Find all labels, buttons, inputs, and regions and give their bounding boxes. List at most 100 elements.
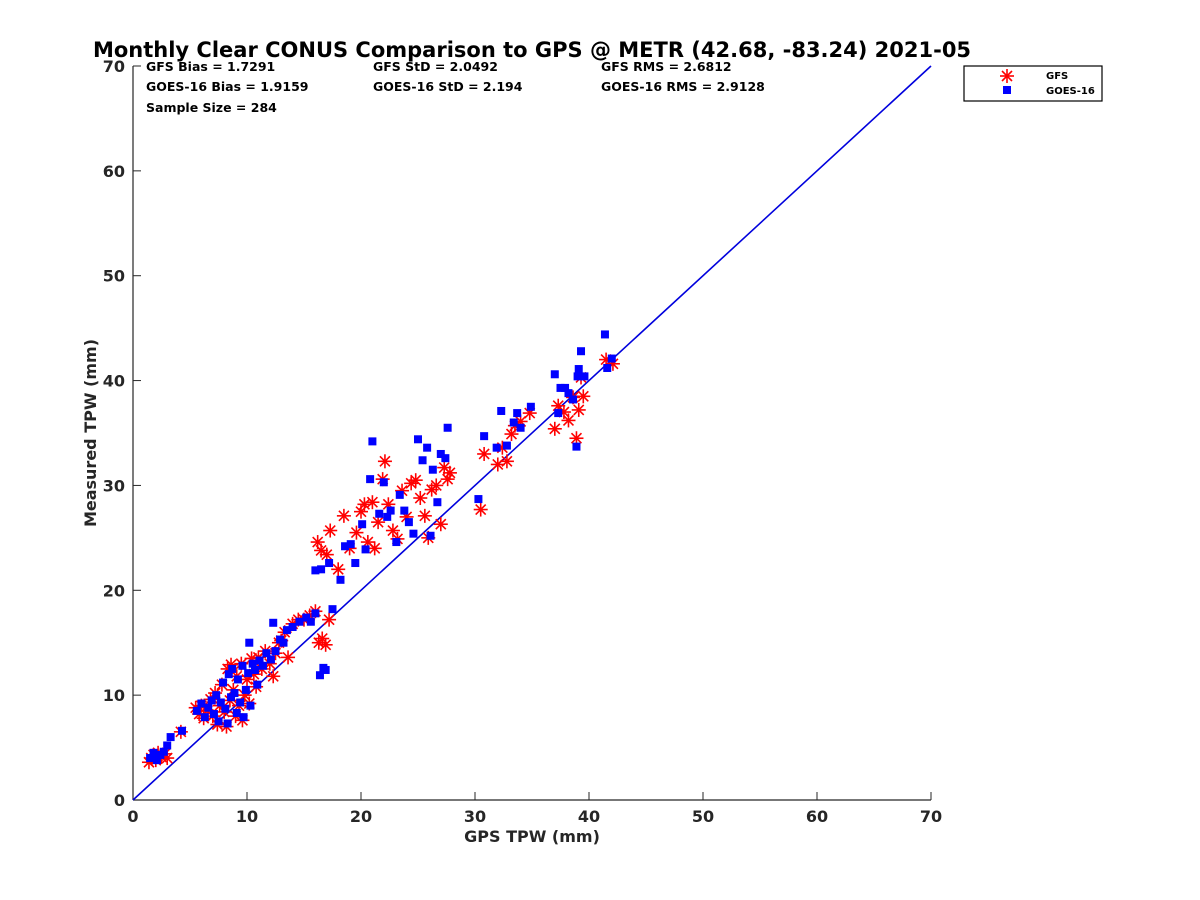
- goes-16-point: [573, 372, 582, 381]
- stat-text: Sample Size = 284: [146, 100, 277, 115]
- goes-16-point: [554, 409, 563, 418]
- gfs-point: [377, 453, 393, 470]
- gfs-point: [330, 561, 347, 578]
- goes-16-point: [404, 518, 413, 527]
- goes-16-point: [241, 685, 250, 694]
- goes-16-point: [197, 699, 206, 708]
- legend-box: [963, 65, 1103, 102]
- goes-16-point: [221, 704, 230, 713]
- goes-16-point: [239, 713, 248, 722]
- gfs-point: [575, 388, 592, 405]
- goes-16-point: [513, 409, 522, 418]
- goes-16-point: [315, 671, 324, 680]
- goes-16-point: [426, 531, 435, 540]
- goes-16-point: [269, 618, 278, 627]
- chart-title: Monthly Clear CONUS Comparison to GPS @ …: [93, 38, 971, 62]
- legend-goes-16-label: GOES-16: [1046, 86, 1095, 97]
- goes-16-point: [436, 449, 445, 458]
- gfs-point: [366, 540, 383, 557]
- gfs-point: [472, 501, 489, 518]
- goes-16-point: [228, 664, 237, 673]
- x-tick-label: 0: [127, 807, 138, 826]
- stat-text: GFS RMS = 2.6812: [601, 59, 732, 74]
- gfs-point: [280, 649, 296, 666]
- goes-16-point: [262, 649, 271, 658]
- goes-16-point: [361, 545, 370, 554]
- goes-16-point: [149, 748, 158, 757]
- goes-16-point: [317, 565, 326, 574]
- goes-16-point: [509, 418, 518, 427]
- goes-16-point: [219, 678, 228, 687]
- goes-16-point: [246, 701, 255, 710]
- goes-16-point: [428, 465, 437, 474]
- goes-16-point: [230, 689, 239, 698]
- goes-16-point: [311, 609, 320, 618]
- goes-16-point: [474, 495, 483, 504]
- gfs-point: [432, 516, 449, 533]
- goes-16-point: [561, 383, 570, 392]
- goes-16-point: [400, 506, 409, 515]
- gfs-point: [560, 412, 577, 429]
- y-tick-label: 60: [103, 162, 125, 181]
- stat-text: GFS StD = 2.0492: [373, 59, 498, 74]
- goes-16-point: [311, 566, 320, 575]
- x-tick-label: 70: [920, 807, 942, 826]
- goes-16-point: [577, 347, 586, 356]
- y-tick-label: 0: [114, 791, 125, 810]
- goes-16-point: [232, 708, 241, 717]
- y-tick-label: 30: [103, 476, 125, 495]
- goes-16-point: [248, 659, 257, 668]
- goes-16-point: [258, 661, 267, 670]
- gfs-point: [321, 611, 337, 628]
- goes-16-point: [497, 406, 506, 415]
- goes-16-point: [379, 478, 388, 487]
- x-tick-label: 10: [236, 807, 258, 826]
- goes-16-point: [321, 665, 330, 674]
- goes-16-point: [236, 698, 245, 707]
- x-tick-label: 50: [692, 807, 714, 826]
- gfs-point: [317, 637, 334, 653]
- goes-16-point: [302, 613, 311, 622]
- goes-16-point: [386, 506, 395, 515]
- goes-16-point: [209, 710, 218, 719]
- x-tick-label: 20: [350, 807, 372, 826]
- goes-16-point: [572, 442, 581, 451]
- legend: GFS GOES-16: [963, 65, 1103, 102]
- goes-16-point: [556, 383, 565, 392]
- goes-16-point: [580, 372, 589, 381]
- gfs-point: [412, 490, 429, 506]
- goes-16-point: [250, 665, 259, 674]
- gfs-point: [570, 402, 587, 418]
- goes-16-point: [224, 670, 233, 679]
- goes-16-point: [192, 706, 201, 715]
- goes-16-point: [245, 638, 254, 647]
- goes-16-point: [212, 691, 221, 700]
- goes-16-point: [395, 490, 404, 499]
- goes-16-point: [423, 443, 432, 452]
- stat-text: GFS Bias = 1.7291: [146, 59, 275, 74]
- goes-16-point: [152, 756, 161, 765]
- goes-16-point: [271, 647, 280, 656]
- goes-16-point: [383, 512, 392, 521]
- y-tick-label: 70: [103, 57, 125, 76]
- y-tick-label: 20: [103, 581, 125, 600]
- axes: 0 10 20 30 40 50 60 70 0 10 20 30 40 50 60 70: [103, 57, 942, 826]
- goes-16-point: [223, 719, 232, 728]
- gfs-point: [546, 421, 563, 437]
- legend-gfs-marker: [999, 68, 1015, 84]
- goes-16-point: [346, 540, 355, 549]
- legend-goes-16-marker: [1003, 86, 1011, 94]
- stat-text: GOES-16 RMS = 2.9128: [601, 79, 765, 94]
- goes-16-point: [368, 437, 377, 446]
- x-tick-label: 30: [464, 807, 486, 826]
- goes-16-point: [516, 423, 525, 432]
- goes-16-point: [204, 703, 213, 712]
- stat-text: GOES-16 Bias = 1.9159: [146, 79, 308, 94]
- goes-16-point: [492, 443, 501, 452]
- goes-16-point: [574, 365, 583, 374]
- goes-16-point: [341, 542, 350, 551]
- goes-16-point: [569, 395, 578, 404]
- goes-16-point: [433, 498, 442, 507]
- goes-16-point: [146, 754, 155, 763]
- gfs-point: [322, 522, 339, 539]
